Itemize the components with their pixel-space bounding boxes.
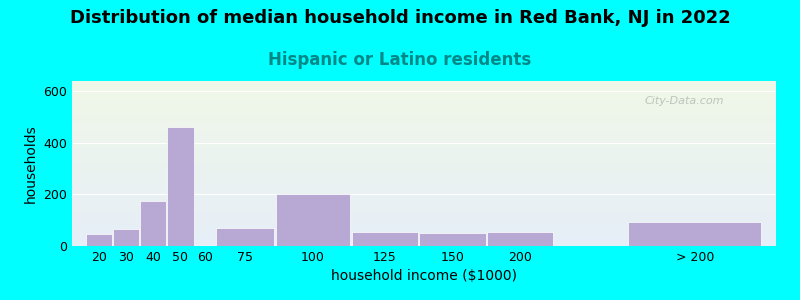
Bar	[276, 194, 350, 246]
Bar	[140, 201, 166, 246]
Bar	[629, 221, 761, 246]
Y-axis label: households: households	[24, 124, 38, 203]
Bar	[419, 233, 486, 246]
Bar	[487, 232, 554, 246]
Text: Distribution of median household income in Red Bank, NJ in 2022: Distribution of median household income …	[70, 9, 730, 27]
Bar	[216, 228, 274, 246]
Bar	[351, 232, 418, 246]
Bar	[194, 245, 215, 246]
Bar	[113, 229, 139, 246]
Bar	[86, 234, 112, 246]
Bar	[167, 128, 194, 246]
X-axis label: household income ($1000): household income ($1000)	[331, 269, 517, 284]
Text: City-Data.com: City-Data.com	[645, 96, 724, 106]
Text: Hispanic or Latino residents: Hispanic or Latino residents	[268, 51, 532, 69]
